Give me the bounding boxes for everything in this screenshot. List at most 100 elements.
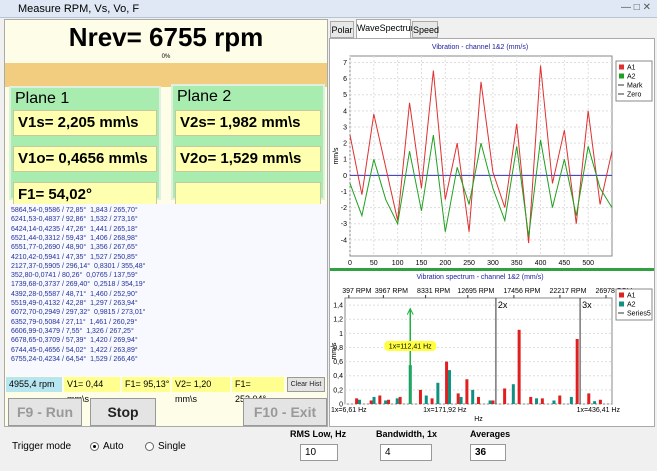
plane-2: Plane 2 V2s= 1,982 mm\s V2o= 1,529 mm\s (171, 84, 325, 208)
history-list: 5864,54-0,9586 / 72,85° 1,843 / 265,70° 6… (7, 204, 327, 376)
value-field: V1o= 0,4656 mm\s (13, 146, 157, 172)
spectrum-bar (488, 400, 492, 404)
plane-1: Plane 1 V1s= 2,205 mm\s V1o= 0,4656 mm\s F… (9, 86, 161, 208)
x-tick-label: 350 (511, 260, 523, 267)
status-cell: F1= 95,13° (122, 377, 170, 392)
y-tick-label: -1 (341, 189, 347, 196)
x-tick-label: 500 (582, 260, 594, 267)
y-tick-label: -4 (341, 237, 347, 244)
y-tick-label: 1 (343, 157, 347, 164)
y-tick-label: 0,2 (333, 387, 343, 394)
value-field: F1= 54,02° (13, 182, 157, 208)
radio-button[interactable] (145, 442, 154, 451)
history-line: 1739,68-0,3737 / 269,40° 0,2518 / 354,19… (11, 281, 146, 289)
spectrum-bar (491, 400, 495, 404)
radio-dot (93, 445, 96, 448)
spectrum-bar (535, 398, 539, 404)
y-tick-label: 3 (343, 124, 347, 131)
band (5, 63, 327, 87)
history-line: 6678,65-0,3709 / 57,39° 1,420 / 269,94° (11, 337, 138, 345)
y-tick-label: 0 (339, 402, 343, 409)
legend-label: Series5 (627, 311, 651, 318)
y-tick-label: 6 (343, 76, 347, 83)
x-tick-label: 50 (370, 260, 378, 267)
radio-label: Auto (103, 441, 124, 452)
y-tick-label: -2 (341, 205, 347, 212)
spectrum-chart: Vibration spectrum - channel 1&2 (mm/s) 3… (330, 268, 654, 423)
spectrum-bar (447, 370, 451, 404)
wave-chart: Vibration - channel 1&2 (mm/s) -4 -3 -2 -1 0 1… (333, 44, 653, 267)
legend-swatch (619, 64, 624, 70)
tab[interactable]: Speed (412, 21, 439, 38)
spectrum-bar (529, 396, 533, 404)
tab[interactable]: Polar (330, 21, 354, 38)
wave-line (349, 65, 613, 244)
legend-swatch (619, 73, 624, 79)
y-axis-label: mm/s (331, 342, 338, 360)
x-tick-label: 100 (392, 260, 404, 267)
stop-button[interactable]: Stop (90, 398, 156, 426)
spectrum-bar (424, 395, 428, 404)
tab[interactable]: WaveSpectrum (356, 19, 418, 39)
left-panel: Nrev= 6755 rpm 0% Plane 1 V1s= 2,205 mm\… (4, 19, 328, 427)
spectrum-bar (598, 399, 602, 404)
spectrum-bar (587, 393, 591, 404)
legend-swatch (619, 301, 624, 307)
y-tick-label: 1,4 (333, 303, 343, 310)
history-line: 352,80-0,0741 / 80,26° 0,0765 / 137,59° (11, 272, 138, 280)
spectrum-bar (445, 361, 449, 404)
legend-label: Zero (627, 92, 642, 99)
y-tick-label: 0 (343, 173, 347, 180)
spectrum-bar (552, 400, 556, 404)
spectrum-bar (456, 393, 460, 404)
marker-label-box (384, 341, 437, 352)
history-line: 6606,99-0,3479 / 7,55° 1,326 / 267,25° (11, 327, 134, 335)
top-tick-label: 22217 RPM (549, 288, 586, 295)
spectrum-bar (398, 396, 402, 404)
history-line: 6744,45-0,4656 / 54,02° 1,422 / 263,89° (11, 346, 138, 354)
history-line: 6521,44-0,3312 / 59,43° 1,406 / 268,98° (11, 234, 138, 242)
spectrum-bar (511, 384, 515, 404)
history-line: 6755,24-0,4234 / 64,54° 1,529 / 266,46° (11, 355, 138, 363)
legend-label: A2 (627, 74, 636, 81)
plane-title: Plane 1 (15, 90, 70, 107)
spectrum-bar (471, 389, 475, 404)
x-axis-label: Hz (474, 416, 483, 423)
spectrum-bar (369, 400, 373, 404)
y-tick-label: 5 (343, 92, 347, 99)
progress-label: 0% (161, 54, 171, 60)
history-line: 5519,49-0,4132 / 42,28° 1,297 / 263,94° (11, 300, 138, 307)
dropdown[interactable]: 4 (380, 444, 432, 461)
x-tick-label: 400 (535, 260, 547, 267)
value-field: V1s= 2,205 mm\s (13, 110, 157, 136)
legend-label: A1 (627, 65, 636, 72)
chart-title: Vibration spectrum - channel 1&2 (mm/s) (416, 274, 543, 281)
y-tick-label: -3 (341, 221, 347, 228)
value-field: V2s= 1,982 mm\s (175, 110, 321, 136)
dropdown[interactable]: 10 (300, 444, 338, 461)
status-cell: V2= 1,20 mm\s (172, 377, 230, 404)
spectrum-bar (558, 395, 562, 404)
clear-hist-button[interactable]: Clear Hist (287, 377, 325, 392)
status-cell: V1= 0,44 mm\s (64, 377, 120, 404)
y-tick-label: 1,2 (333, 317, 343, 324)
radio-button[interactable] (90, 442, 99, 451)
history-line: 6241,53-0,4837 / 92,86° 1,532 / 273,16° (11, 216, 138, 224)
x-tick-label: 450 (559, 260, 571, 267)
spectrum-bar (569, 396, 573, 404)
spectrum-bar (459, 396, 463, 404)
x-tick-label: 250 (463, 260, 475, 267)
history-line: 6424,14-0,4235 / 47,26° 1,441 / 265,18° (11, 225, 138, 233)
exit-button[interactable]: F10 - Exit (243, 398, 327, 426)
spectrum-bar (395, 398, 399, 404)
spectrum-bar (540, 398, 544, 404)
history-line: 6072,70-0,2949 / 297,32° 0,9815 / 273,01… (11, 309, 146, 317)
history-line: 6551,77-0,2690 / 48,90° 1,356 / 267,65° (11, 244, 138, 252)
window-controls[interactable]: — □ ✕ (621, 2, 651, 13)
status-cell: 4955,4 rpm (6, 377, 62, 392)
spectrum-bar (387, 399, 391, 404)
harmonic-label: 2x (498, 300, 508, 310)
dropdown[interactable]: 36 (470, 444, 506, 461)
run-button[interactable]: F9 - Run (8, 398, 82, 426)
